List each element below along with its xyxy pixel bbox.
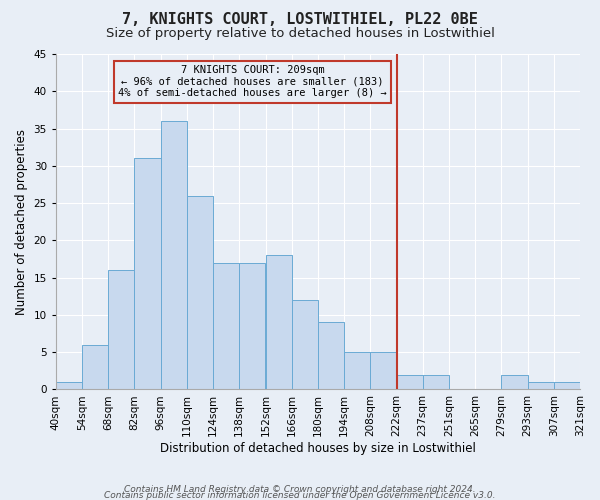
Bar	[161, 121, 187, 390]
Y-axis label: Number of detached properties: Number of detached properties	[15, 128, 28, 314]
Bar	[134, 158, 161, 390]
Bar	[292, 300, 318, 390]
Bar	[213, 262, 239, 390]
Bar	[502, 374, 527, 390]
Text: Size of property relative to detached houses in Lostwithiel: Size of property relative to detached ho…	[106, 28, 494, 40]
Bar	[397, 374, 423, 390]
Text: Contains public sector information licensed under the Open Government Licence v3: Contains public sector information licen…	[104, 491, 496, 500]
Bar	[554, 382, 580, 390]
Bar	[344, 352, 370, 390]
Text: 7 KNIGHTS COURT: 209sqm
← 96% of detached houses are smaller (183)
4% of semi-de: 7 KNIGHTS COURT: 209sqm ← 96% of detache…	[118, 65, 387, 98]
Bar	[265, 256, 292, 390]
Bar	[527, 382, 554, 390]
Bar	[423, 374, 449, 390]
Text: Contains HM Land Registry data © Crown copyright and database right 2024.: Contains HM Land Registry data © Crown c…	[124, 485, 476, 494]
Bar	[82, 344, 108, 390]
Bar	[187, 196, 213, 390]
Bar	[56, 382, 82, 390]
Bar	[108, 270, 134, 390]
Bar	[370, 352, 397, 390]
X-axis label: Distribution of detached houses by size in Lostwithiel: Distribution of detached houses by size …	[160, 442, 476, 455]
Text: 7, KNIGHTS COURT, LOSTWITHIEL, PL22 0BE: 7, KNIGHTS COURT, LOSTWITHIEL, PL22 0BE	[122, 12, 478, 28]
Bar	[318, 322, 344, 390]
Bar	[239, 262, 265, 390]
